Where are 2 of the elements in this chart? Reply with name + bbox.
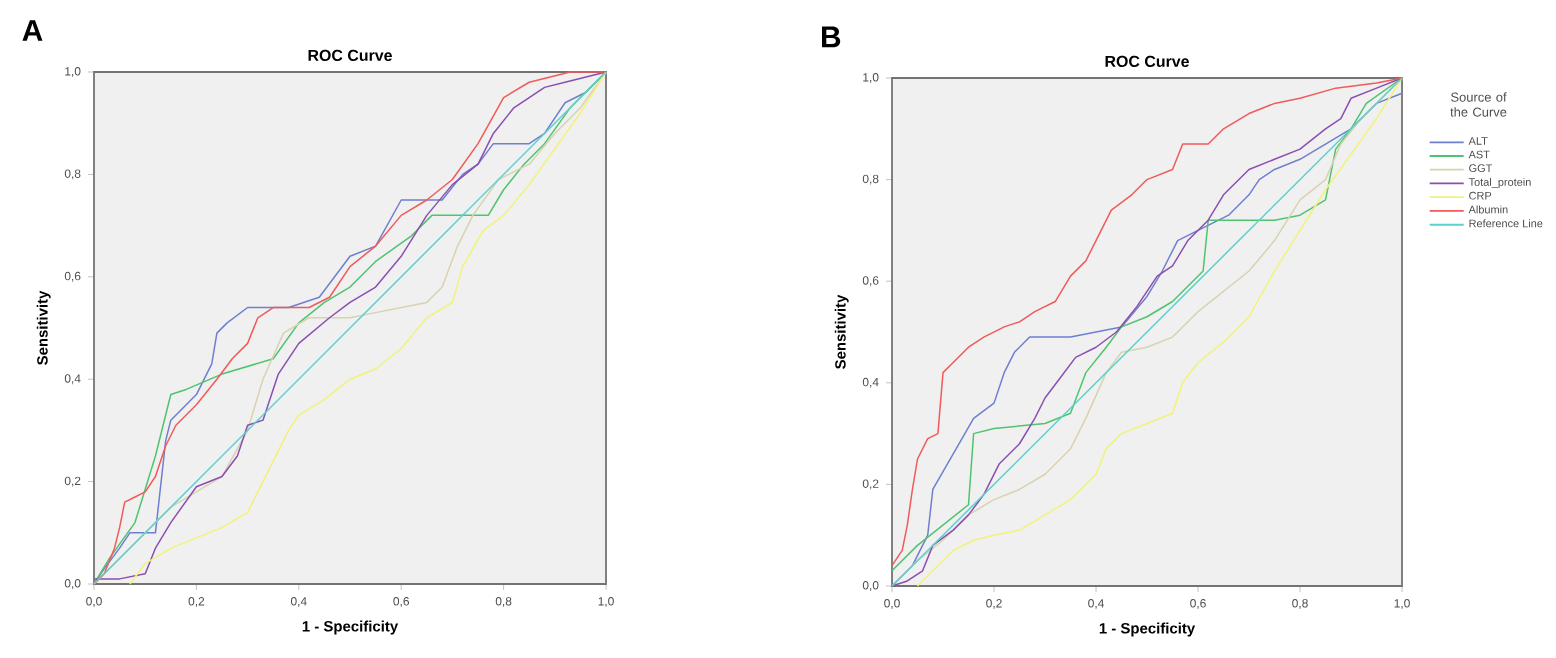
text: B: [822, 26, 841, 48]
text: A: [22, 20, 43, 41]
